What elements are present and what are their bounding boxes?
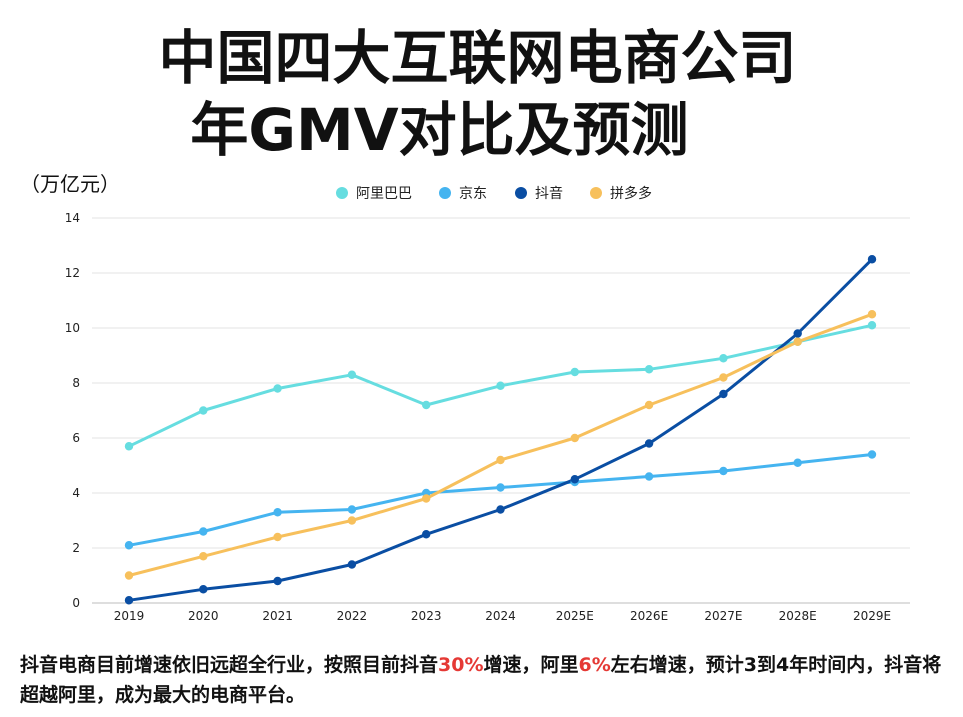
data-point xyxy=(644,439,654,448)
data-point xyxy=(644,365,654,374)
x-tick-labels: 2019 2020 2021 2022 2023 2024 2025E 2026E 2027E 2… xyxy=(114,609,891,623)
y-tick-label: 8 xyxy=(72,376,80,390)
data-point xyxy=(496,483,505,492)
legend-label: 拼多多 xyxy=(610,185,652,202)
y-tick-label: 12 xyxy=(65,266,80,280)
x-tick-label: 2027E xyxy=(704,609,742,623)
data-point xyxy=(273,532,282,542)
data-point xyxy=(347,505,357,514)
legend: 阿里巴巴 京东 抖音 拼多多 xyxy=(336,185,652,202)
chart-title-line2: 年GMV对比及预测 xyxy=(190,96,689,164)
data-point xyxy=(570,367,579,377)
data-point xyxy=(644,400,654,410)
data-point xyxy=(719,354,728,363)
data-point xyxy=(347,370,357,379)
x-tick-label: 2021 xyxy=(262,609,293,623)
series-lines xyxy=(128,258,874,602)
x-tick-label: 2022 xyxy=(337,609,368,623)
y-tick-label: 0 xyxy=(72,596,80,610)
legend-item[interactable]: 抖音 xyxy=(515,185,563,202)
data-point xyxy=(124,541,134,550)
x-tick-label: 2029E xyxy=(853,609,891,623)
caption-text-1: 抖音电商目前增速依旧远超全行业，按照目前抖音 xyxy=(20,654,439,676)
y-tick-label: 6 xyxy=(72,431,80,445)
data-point xyxy=(719,466,728,476)
legend-swatch xyxy=(439,187,451,199)
legend-swatch xyxy=(515,187,527,199)
data-point xyxy=(124,596,134,605)
data-point xyxy=(273,576,282,586)
data-point xyxy=(867,310,877,319)
data-point xyxy=(199,552,208,561)
series-line-2 xyxy=(128,258,874,602)
legend-label: 京东 xyxy=(459,186,487,202)
legend-swatch xyxy=(336,187,348,199)
data-point xyxy=(719,389,728,399)
data-point xyxy=(199,406,208,415)
legend-swatch xyxy=(590,187,602,199)
data-point xyxy=(867,321,877,330)
legend-item[interactable]: 京东 xyxy=(439,186,487,202)
data-point xyxy=(793,458,802,467)
y-axis-unit-label: （万亿元） xyxy=(20,172,120,196)
caption-text-3: 左右增速，预计3到4年时间内，抖音将超越阿里，成为最大的电商平台。 xyxy=(20,654,942,706)
legend-label: 抖音 xyxy=(535,185,563,202)
data-point xyxy=(347,516,357,525)
data-point xyxy=(496,505,505,514)
data-point xyxy=(273,384,282,393)
series-line-3 xyxy=(128,312,873,577)
y-tick-label: 2 xyxy=(72,541,80,555)
data-point xyxy=(496,455,505,465)
legend-label: 阿里巴巴 xyxy=(356,186,412,202)
legend-item[interactable]: 阿里巴巴 xyxy=(336,186,412,202)
x-tick-label: 2023 xyxy=(411,609,442,623)
data-point xyxy=(347,560,357,569)
y-tick-label: 4 xyxy=(72,486,80,500)
data-point xyxy=(570,433,579,443)
x-tick-label: 2028E xyxy=(779,609,817,623)
data-point xyxy=(422,530,431,539)
line-chart: 0 2 4 6 8 10 12 14 2019 2020 2021 2022 2023 2024 2025… xyxy=(65,185,910,623)
data-point xyxy=(496,381,505,390)
legend-item[interactable]: 拼多多 xyxy=(590,185,652,202)
x-tick-label: 2019 xyxy=(114,609,145,623)
x-tick-label: 2020 xyxy=(188,609,219,623)
caption: 抖音电商目前增速依旧远超全行业，按照目前抖音30%增速，阿里6%左右增速，预计3… xyxy=(20,650,960,710)
x-tick-label: 2025E xyxy=(556,609,594,623)
x-tick-label: 2026E xyxy=(630,609,668,623)
data-point xyxy=(644,472,654,481)
data-point xyxy=(867,255,877,264)
chart-title-line1: 中国四大互联网电商公司 xyxy=(158,24,797,92)
grid-lines xyxy=(92,217,910,604)
y-tick-labels: 0 2 4 6 8 10 12 14 xyxy=(65,211,80,610)
data-point xyxy=(867,450,877,459)
x-tick-label: 2024 xyxy=(485,609,516,623)
caption-highlight-ali-rate: 6% xyxy=(578,654,611,676)
series-points xyxy=(124,255,877,605)
data-point xyxy=(793,337,802,346)
caption-highlight-douyin-rate: 30% xyxy=(438,654,484,676)
data-point xyxy=(273,508,282,517)
data-point xyxy=(199,527,208,536)
series-line-1 xyxy=(128,453,873,547)
data-point xyxy=(422,400,431,410)
data-point xyxy=(570,475,579,484)
y-tick-label: 14 xyxy=(65,211,80,225)
data-point xyxy=(199,585,208,594)
y-tick-label: 10 xyxy=(65,321,80,335)
caption-text-2: 增速，阿里 xyxy=(483,654,579,676)
data-point xyxy=(124,442,134,451)
data-point xyxy=(124,571,134,580)
data-point xyxy=(719,373,728,382)
data-point xyxy=(422,494,431,503)
data-point xyxy=(793,329,802,338)
